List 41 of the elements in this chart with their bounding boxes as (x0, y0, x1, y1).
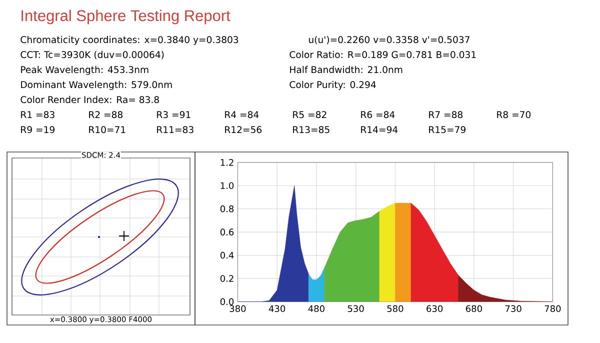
text: Color Purity: 0.294 (290, 80, 376, 90)
y-tick-label: 1.0 (220, 182, 234, 190)
text: R2 =88 (89, 111, 123, 118)
text: u(u')=0.2260 v=0.3358 v'=0.5037 (308, 36, 470, 44)
x-tick-label: 630 (426, 305, 443, 312)
text: R12=56 (225, 126, 262, 134)
text: R8 =70 (497, 111, 531, 118)
text: R3 =91 (157, 111, 190, 118)
text: Peak Wavelength: 453.3nm (21, 66, 148, 75)
text: R10=71 (89, 126, 126, 134)
y-tick-label: 0.2 (220, 275, 234, 282)
y-tick-label: 0.6 (220, 228, 234, 236)
y-tick-label: 1.2 (220, 159, 234, 166)
text: Integral Sphere Testing Report (22, 10, 230, 24)
x-tick-label: 480 (308, 305, 324, 312)
text: R13=85 (293, 126, 330, 134)
text: R6 =84 (361, 111, 395, 118)
y-tick-label: 0.4 (220, 252, 234, 259)
x-tick-label: 430 (268, 305, 286, 312)
text: Color Ratio: R=0.189 G=0.781 B=0.031 (290, 50, 476, 58)
text: Half Bandwidth: 21.0nm (290, 66, 402, 74)
y-tick-label: 0.0 (220, 298, 234, 306)
text: Chromaticity coordinates: x=0.3840 y=0.3803 (20, 36, 238, 45)
text: R1 =83 (21, 111, 54, 118)
x-tick-label: 380 (230, 305, 246, 312)
x-tick-label: 680 (466, 305, 482, 312)
text: R9 =19 (21, 126, 55, 134)
x-tick-label: 530 (348, 305, 364, 312)
text: R5 =82 (293, 111, 326, 118)
text: R11=83 (157, 126, 194, 134)
text: Color Render Index: Ra= 83.8 (20, 96, 159, 104)
text: Dominant Wavelength: 579.0nm (21, 80, 172, 90)
text: R15=79 (429, 126, 466, 134)
text: R14=94 (361, 126, 398, 134)
text: R7 =88 (429, 111, 463, 118)
x-tick-label: 780 (544, 305, 561, 312)
y-tick-label: 0.8 (220, 205, 234, 212)
x-tick-label: 730 (505, 305, 522, 312)
text: R4 =84 (225, 111, 259, 118)
x-tick-label: 580 (387, 305, 404, 312)
text: CCT: Tc=3930K (duv=0.00064) (20, 50, 164, 60)
